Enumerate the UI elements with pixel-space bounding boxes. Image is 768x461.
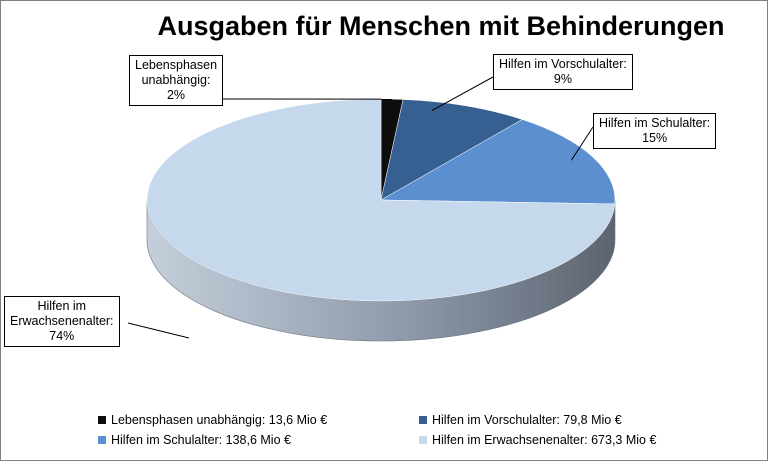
leader-lines bbox=[127, 76, 594, 339]
legend-label: Hilfen im Erwachsenenalter: 673,3 Mio € bbox=[432, 433, 657, 447]
legend-item-0: Lebensphasen unabhängig: 13,6 Mio € bbox=[98, 413, 327, 427]
data-label-2: Hilfen im Schulalter: 15% bbox=[593, 113, 717, 149]
pie-slice-3 bbox=[146, 98, 616, 302]
leader-line-2 bbox=[570, 126, 594, 161]
data-label-line: Lebensphasen bbox=[135, 58, 218, 72]
legend-item-1: Hilfen im Vorschulalter: 79,8 Mio € bbox=[419, 413, 622, 427]
data-label-line: Hilfen im bbox=[37, 299, 87, 313]
legend-label: Hilfen im Schulalter: 138,6 Mio € bbox=[111, 433, 291, 447]
data-label-line: unabhängig: bbox=[141, 73, 211, 87]
legend-swatch bbox=[419, 436, 427, 444]
leader-line-3 bbox=[127, 322, 190, 339]
pie-slices bbox=[146, 98, 616, 302]
data-label-line: Erwachsenenalter: bbox=[10, 314, 114, 328]
legend-label: Hilfen im Vorschulalter: 79,8 Mio € bbox=[432, 413, 622, 427]
chart-title: Ausgaben für Menschen mit Behinderungen bbox=[157, 11, 725, 41]
legend-swatch bbox=[419, 416, 427, 424]
data-label-line: 15% bbox=[642, 131, 668, 145]
legend-item-2: Hilfen im Schulalter: 138,6 Mio € bbox=[98, 433, 291, 447]
pie-slice-2 bbox=[380, 119, 616, 205]
data-label-0: Lebensphasen unabhängig: 2% bbox=[129, 55, 224, 106]
data-label-line: Hilfen im Schulalter: bbox=[599, 116, 711, 130]
legend-swatch bbox=[98, 436, 106, 444]
data-label-3: Hilfen im Erwachsenenalter: 74% bbox=[4, 296, 120, 347]
pie-slice-1 bbox=[380, 99, 523, 201]
legend-item-3: Hilfen im Erwachsenenalter: 673,3 Mio € bbox=[419, 433, 656, 447]
data-label-1: Hilfen im Vorschulalter: 9% bbox=[493, 54, 633, 90]
leader-line-1 bbox=[431, 76, 494, 112]
legend-label: Lebensphasen unabhängig: 13,6 Mio € bbox=[111, 413, 328, 427]
legend-swatch bbox=[98, 416, 106, 424]
data-label-line: Hilfen im Vorschulalter: bbox=[499, 57, 627, 71]
data-label-line: 9% bbox=[553, 72, 572, 86]
data-label-line: 2% bbox=[166, 88, 186, 102]
data-label-line: 74% bbox=[49, 329, 75, 343]
